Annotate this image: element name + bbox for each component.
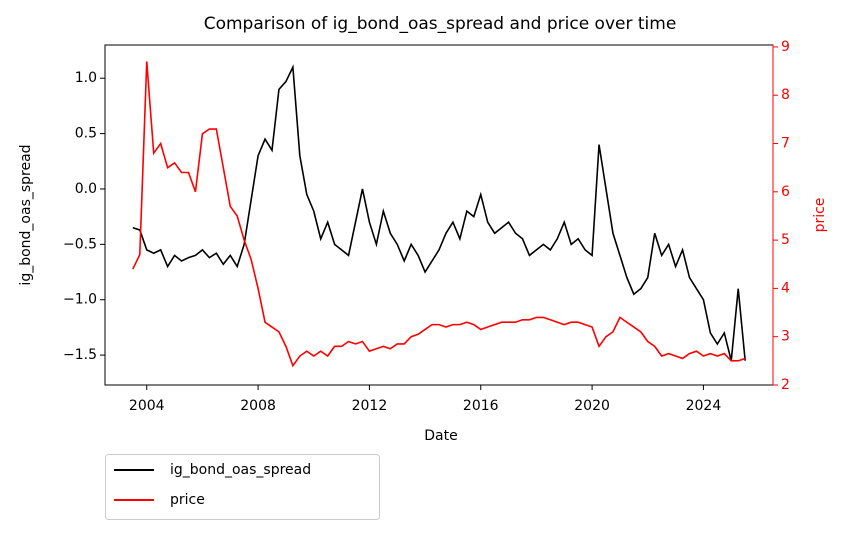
series-line xyxy=(132,61,746,368)
y2-tick-label: 2 xyxy=(781,377,790,393)
y-axis-label: ig_bond_oas_spread xyxy=(18,144,34,285)
y-tick-label: 0.0 xyxy=(75,181,97,197)
y-tick-label: −1.0 xyxy=(63,292,97,308)
plot-frame xyxy=(104,44,774,386)
legend-label: ig_bond_oas_spread xyxy=(170,462,311,478)
y2-tick-label: 8 xyxy=(781,87,790,103)
series-line xyxy=(132,64,746,361)
y-tick-label: −1.5 xyxy=(63,347,97,363)
y2-tick-label: 7 xyxy=(781,136,790,152)
x-tick-label: 2008 xyxy=(240,398,276,414)
x-axis-label: Date xyxy=(424,428,457,444)
y-tick-label: 0.5 xyxy=(75,126,97,142)
y2-axis-label: price xyxy=(812,198,828,233)
x-tick-label: 2016 xyxy=(463,398,499,414)
y-tick-label: 1.0 xyxy=(75,70,97,86)
x-tick-label: 2012 xyxy=(352,398,388,414)
y2-tick-label: 3 xyxy=(781,329,790,345)
y2-tick-label: 6 xyxy=(781,184,790,200)
x-tick-label: 2024 xyxy=(686,398,722,414)
y2-tick-label: 5 xyxy=(781,232,790,248)
chart-title: Comparison of ig_bond_oas_spread and pri… xyxy=(204,14,677,34)
y2-tick-label: 9 xyxy=(781,39,790,55)
legend-box xyxy=(105,454,380,520)
x-tick-label: 2020 xyxy=(574,398,610,414)
y-tick-label: −0.5 xyxy=(63,236,97,252)
legend-label: price xyxy=(170,492,205,508)
y2-tick-label: 4 xyxy=(781,280,790,296)
x-tick-label: 2004 xyxy=(129,398,165,414)
